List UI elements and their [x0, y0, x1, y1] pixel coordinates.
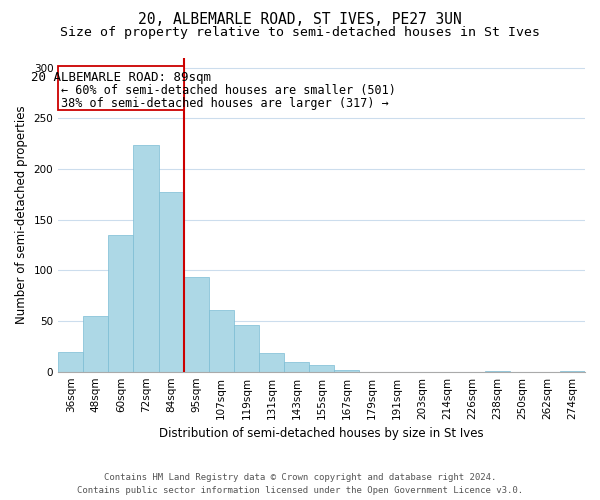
- Text: Contains HM Land Registry data © Crown copyright and database right 2024.
Contai: Contains HM Land Registry data © Crown c…: [77, 473, 523, 495]
- Bar: [184, 278, 209, 372]
- Text: ← 60% of semi-detached houses are smaller (501): ← 60% of semi-detached houses are smalle…: [61, 84, 395, 97]
- Bar: [209, 310, 234, 372]
- Text: 20, ALBEMARLE ROAD, ST IVES, PE27 3UN: 20, ALBEMARLE ROAD, ST IVES, PE27 3UN: [138, 12, 462, 28]
- Bar: [58, 66, 184, 110]
- Bar: [58, 352, 83, 372]
- Text: 20 ALBEMARLE ROAD: 89sqm: 20 ALBEMARLE ROAD: 89sqm: [31, 70, 211, 84]
- Bar: [158, 192, 184, 372]
- Bar: [109, 235, 133, 372]
- Text: 38% of semi-detached houses are larger (317) →: 38% of semi-detached houses are larger (…: [61, 97, 388, 110]
- Bar: [334, 370, 359, 372]
- Bar: [485, 370, 510, 372]
- Bar: [560, 370, 585, 372]
- Bar: [234, 325, 259, 372]
- Bar: [133, 144, 158, 372]
- Text: Size of property relative to semi-detached houses in St Ives: Size of property relative to semi-detach…: [60, 26, 540, 39]
- Bar: [83, 316, 109, 372]
- Bar: [284, 362, 309, 372]
- Bar: [259, 354, 284, 372]
- Bar: [309, 364, 334, 372]
- Y-axis label: Number of semi-detached properties: Number of semi-detached properties: [15, 106, 28, 324]
- X-axis label: Distribution of semi-detached houses by size in St Ives: Distribution of semi-detached houses by …: [159, 427, 484, 440]
